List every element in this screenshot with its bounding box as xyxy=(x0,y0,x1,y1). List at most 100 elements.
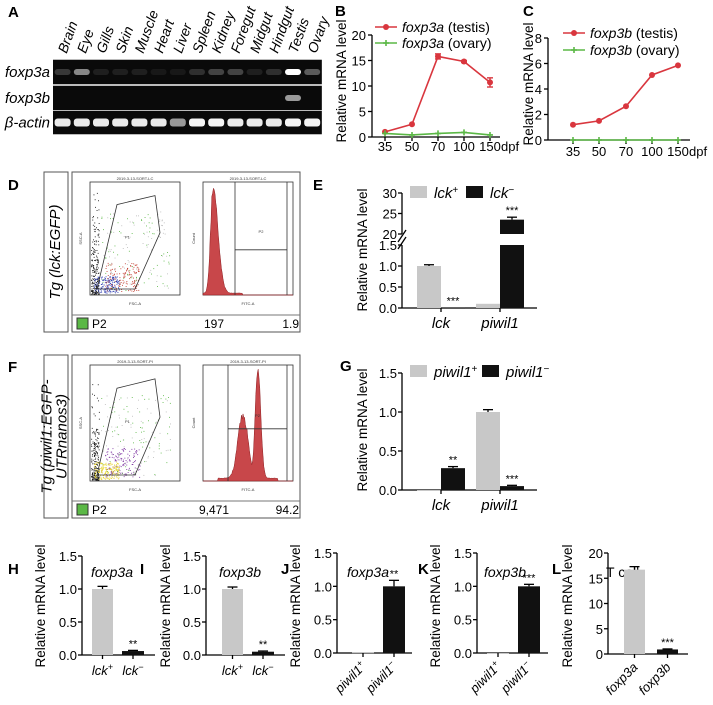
scatter-point xyxy=(124,276,126,278)
scatter-point xyxy=(118,434,120,436)
scatter-point xyxy=(125,466,127,468)
scatter-point xyxy=(111,475,113,477)
scatter-point xyxy=(112,283,113,285)
scatter-point xyxy=(118,468,120,470)
scatter-point xyxy=(138,270,140,272)
scatter-point xyxy=(119,465,121,467)
scatter-point xyxy=(137,284,139,286)
scatter-point xyxy=(98,433,100,435)
scatter-point xyxy=(112,276,114,278)
scatter-point xyxy=(112,287,114,289)
scatter-point xyxy=(94,473,96,474)
scatter-point xyxy=(127,411,129,413)
panel-label: C xyxy=(523,3,534,20)
scatter-point xyxy=(95,443,97,444)
scatter-point xyxy=(106,287,108,288)
y-tick-label: 15 xyxy=(352,54,366,69)
scatter-point xyxy=(105,472,106,474)
scatter-point xyxy=(113,287,115,288)
scatter-point xyxy=(101,468,103,470)
scatter-point xyxy=(113,466,114,468)
scatter-point xyxy=(95,287,97,289)
scatter-point xyxy=(124,275,126,277)
y-tick-label: 10 xyxy=(589,597,603,612)
scatter-point xyxy=(94,469,96,470)
gel-band xyxy=(93,118,109,127)
scatter-point xyxy=(110,213,111,215)
scatter-point xyxy=(91,427,93,429)
scatter-point xyxy=(98,282,100,284)
population-events: 197 xyxy=(204,317,224,331)
scatter-title: 2019-3-13-SORT-PI xyxy=(117,359,153,364)
scatter-point xyxy=(97,477,99,479)
bar xyxy=(441,307,465,309)
scatter-point xyxy=(132,266,133,268)
scatter-point xyxy=(169,439,171,440)
scatter-point xyxy=(168,261,170,263)
data-point xyxy=(649,71,655,78)
scatter-point xyxy=(139,476,141,478)
scatter-point xyxy=(92,270,94,271)
scatter-point xyxy=(96,292,98,293)
scatter-point xyxy=(97,446,99,448)
bar xyxy=(222,589,243,655)
scatter-point xyxy=(133,456,135,457)
scatter-point xyxy=(91,254,93,256)
scatter-point xyxy=(126,461,128,463)
scatter-point xyxy=(95,293,97,295)
scatter-point xyxy=(104,279,106,281)
scatter-point xyxy=(95,475,96,477)
scatter-point xyxy=(136,215,137,217)
scatter-point xyxy=(106,290,108,292)
scatter-point xyxy=(94,448,95,449)
scatter-point xyxy=(170,423,171,425)
scatter-point xyxy=(91,458,93,460)
scatter-point xyxy=(128,271,130,273)
scatter-point xyxy=(95,446,97,447)
scatter-point xyxy=(112,273,113,275)
scatter-point xyxy=(92,384,94,386)
scatter-point xyxy=(91,474,93,476)
scatter-point xyxy=(131,277,133,279)
scatter-point xyxy=(94,459,96,460)
scatter-point xyxy=(109,287,111,289)
scatter-point xyxy=(124,457,126,459)
scatter-point xyxy=(123,465,125,467)
scatter-point xyxy=(121,291,123,292)
scatter-point xyxy=(134,264,136,266)
legend-marker xyxy=(383,40,389,46)
scatter-point xyxy=(98,474,99,475)
scatter-point xyxy=(107,448,109,450)
scatter-point xyxy=(107,463,109,465)
scatter-point xyxy=(91,450,93,452)
scatter-point xyxy=(137,464,139,466)
x-tick-label: 35 xyxy=(566,144,580,159)
scatter-point xyxy=(92,450,94,452)
scatter-point xyxy=(110,462,112,464)
scatter-point xyxy=(105,431,107,433)
scatter-point xyxy=(96,270,98,272)
scatter-point xyxy=(94,275,95,277)
data-point xyxy=(487,131,493,138)
scatter-point xyxy=(97,475,98,477)
scatter-point xyxy=(94,452,96,454)
data-point xyxy=(461,58,467,65)
scatter-point xyxy=(98,442,100,444)
bar xyxy=(417,490,441,491)
scatter-point xyxy=(168,397,169,398)
scatter-point xyxy=(91,406,93,408)
data-point xyxy=(596,137,602,143)
scatter-point xyxy=(125,286,127,287)
scatter-point xyxy=(134,467,136,469)
scatter-point xyxy=(122,461,124,462)
scatter-point xyxy=(112,284,113,286)
y-tick-label: 1.0 xyxy=(59,582,77,597)
scatter-plot-area xyxy=(89,364,181,482)
scatter-point xyxy=(103,279,104,281)
scatter-point xyxy=(106,284,108,286)
sign-superscript: + xyxy=(489,658,500,669)
scatter-point xyxy=(107,285,109,286)
scatter-point xyxy=(136,268,137,270)
scatter-point xyxy=(100,468,102,470)
scatter-point xyxy=(156,275,158,277)
